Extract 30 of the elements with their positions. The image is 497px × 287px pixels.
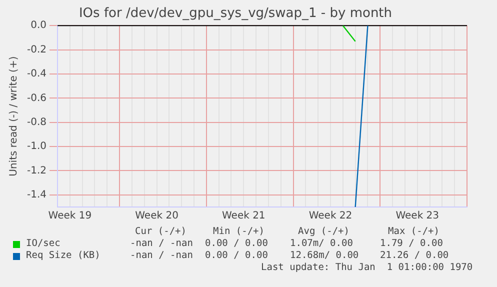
x-tick-label: Week 21 [222,210,266,222]
legend-label: IO/sec [26,238,60,250]
text: 0.00 / 0.00 [205,238,268,250]
text: 21.26 / 0.00 [380,250,449,262]
y-tick-label: -0.4 [26,68,47,80]
y-axis-title: Units read (-) / write (+) [8,56,20,176]
text: 0.00 / 0.00 [205,250,268,262]
text: 1.07m/ 0.00 [290,238,353,250]
y-tick-label: -0.2 [26,44,47,56]
x-tick-label: Week 23 [396,210,440,222]
text: Avg (-/+) [298,226,350,238]
y-tick-label: -1.4 [26,190,47,200]
y-tick-label: -0.8 [26,116,47,128]
y-tick-label: 0.0 [30,20,47,32]
legend-label: Req Size (KB) [26,250,100,262]
text: Last update: Thu Jan 1 01:00:00 1970 [261,262,473,274]
chart-title: IOs for /dev/dev_gpu_sys_vg/swap_1 - by month [78,6,392,22]
y-tick-label: -0.6 [26,92,47,104]
text: 1.79 / 0.00 [380,238,443,250]
text: 12.68m/ 0.00 [290,250,359,262]
text: Min (-/+) [213,226,264,238]
text: Cur (-/+) [135,226,186,238]
y-tick-label: -1.0 [26,141,47,152]
text: -nan / -nan [130,250,193,262]
x-tick-label: Week 19 [48,210,92,222]
x-tick-label: Week 20 [135,210,178,222]
y-tick-label: -1.2 [26,165,47,176]
text: Max (-/+) [388,226,440,238]
text: -nan / -nan [130,238,193,250]
x-tick-label: Week 22 [308,210,352,222]
